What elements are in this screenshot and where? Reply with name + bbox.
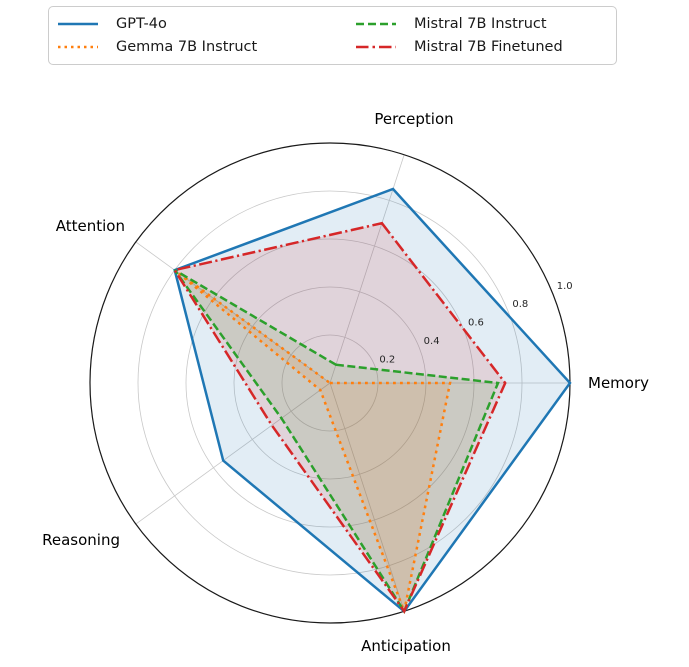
axis-label-memory: Memory <box>588 374 649 392</box>
chart-legend: GPT-4o Gemma 7B Instruct Mistral 7B Instru… <box>48 6 617 65</box>
legend-item-gemma-7b-instruct: Gemma 7B Instruct <box>58 39 356 55</box>
axis-labels: Perception Memory Anticipation Reasoning Att… <box>42 110 649 655</box>
series-fill-mistral-7b-instruct <box>174 270 498 612</box>
axis-spoke-reasoning <box>135 382 331 525</box>
legend-item-mistral-7b-instruct: Mistral 7B Instruct <box>356 16 610 32</box>
series-line-mistral-7b-finetuned <box>172 221 507 614</box>
axis-label-attention: Attention <box>56 217 125 235</box>
legend-label: Mistral 7B Finetuned <box>414 39 563 56</box>
legend-item-gpt-4o: GPT-4o <box>58 16 356 32</box>
axis-spoke-attention <box>135 241 331 384</box>
radial-tick-label: 0.6 <box>468 318 484 329</box>
series-line-gemma-7b-instruct <box>173 269 452 616</box>
legend-label: GPT-4o <box>116 15 167 32</box>
legend-label: Mistral 7B Instruct <box>414 15 547 32</box>
radial-tick-label: 0.8 <box>512 299 528 310</box>
axis-label-perception: Perception <box>374 110 453 128</box>
series-lines <box>172 187 572 616</box>
series-line-gpt-4o <box>173 187 572 614</box>
radial-tick-label: 0.2 <box>379 354 395 365</box>
legend-line-swatch-gemma-7b-instruct <box>58 46 98 49</box>
series-line-mistral-7b-instruct <box>173 269 500 615</box>
legend-line-swatch-mistral-7b-instruct <box>356 22 396 25</box>
legend-item-mistral-7b-finetuned: Mistral 7B Finetuned <box>356 39 610 55</box>
legend-line-swatch-gpt-4o <box>58 22 98 25</box>
axis-spoke-perception <box>329 154 405 384</box>
radial-tick-label: 0.4 <box>424 336 440 347</box>
legend-line-swatch-mistral-7b-finetuned <box>356 46 396 49</box>
axis-label-reasoning: Reasoning <box>42 531 120 549</box>
axis-label-anticipation: Anticipation <box>361 637 451 655</box>
series-fill-gemma-7b-instruct <box>174 270 450 612</box>
radial-tick-label: 1.0 <box>557 281 573 292</box>
axis-spoke-anticipation <box>329 382 405 612</box>
series-fills <box>174 189 570 612</box>
radial-tick-labels: 0.2 0.4 0.6 0.8 1.0 <box>379 281 572 365</box>
legend-label: Gemma 7B Instruct <box>116 39 258 56</box>
series-fill-gpt-4o <box>174 189 570 612</box>
